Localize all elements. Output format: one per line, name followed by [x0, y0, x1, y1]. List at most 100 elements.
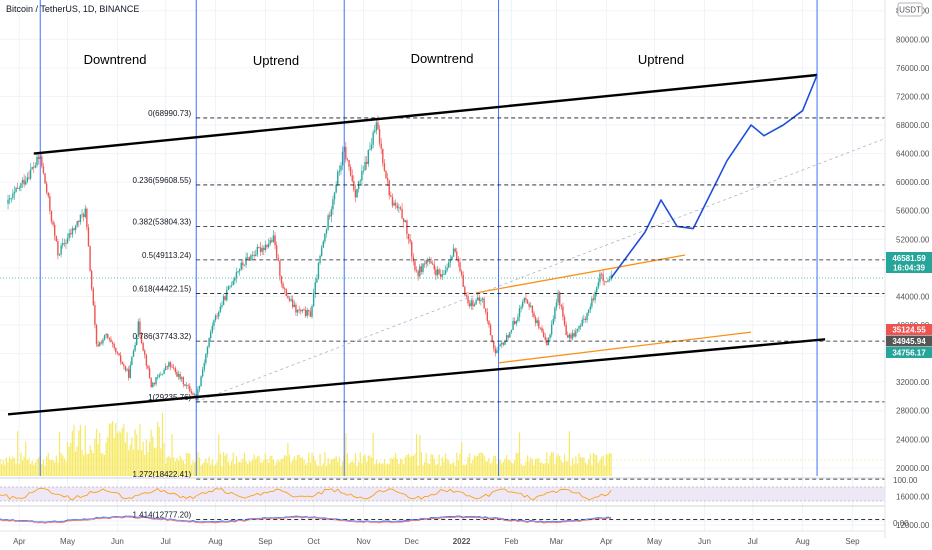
candle-body — [251, 255, 254, 256]
candle-body — [375, 122, 378, 131]
volume-bar — [218, 434, 220, 476]
volume-bar — [559, 455, 561, 476]
candle-body — [145, 354, 148, 366]
volume-bar — [518, 432, 521, 476]
candle-body — [105, 334, 107, 336]
volume-bar — [599, 460, 601, 476]
candle-body — [229, 285, 231, 287]
volume-bar — [261, 462, 263, 476]
volume-bar — [420, 452, 422, 476]
volume-bar — [174, 461, 176, 476]
volume-bar — [160, 448, 162, 476]
candle-body — [164, 366, 167, 371]
candle-body — [550, 324, 553, 335]
candle-body — [277, 257, 279, 261]
candle-body — [102, 339, 104, 344]
volume-bar — [522, 465, 524, 476]
volume-bar — [496, 464, 498, 476]
time-label: May — [647, 537, 662, 546]
volume-bar — [280, 459, 283, 476]
candle-body — [419, 266, 421, 277]
candle-body — [197, 389, 199, 400]
volume-bar — [448, 461, 450, 476]
volume-bar — [489, 463, 492, 476]
candle-body — [549, 334, 551, 339]
candle-body — [107, 334, 109, 338]
candle-body — [219, 306, 222, 312]
candle-body — [317, 262, 320, 280]
volume-bar — [292, 460, 294, 476]
candle-body — [382, 148, 384, 164]
candle-body — [156, 376, 159, 378]
volume-bar — [467, 457, 469, 476]
candle-body — [190, 391, 193, 394]
candle-body — [238, 269, 241, 272]
time-label: Nov — [356, 537, 370, 546]
candle-body — [203, 362, 205, 370]
volume-bar — [232, 452, 234, 476]
volume-bar — [194, 462, 196, 476]
candle-body — [200, 376, 202, 387]
candle-body — [242, 262, 244, 266]
candle-body — [193, 394, 196, 396]
candle-body — [391, 196, 394, 206]
volume-bar — [87, 453, 90, 476]
candle-body — [58, 254, 61, 256]
candle-body — [68, 233, 70, 238]
volume-bar — [20, 452, 22, 476]
volume-bar — [544, 463, 546, 476]
candle-body — [243, 264, 246, 266]
candle-body — [320, 247, 323, 256]
candle-body — [218, 311, 220, 317]
candle-body — [66, 237, 69, 244]
candle-body — [116, 352, 119, 354]
candle-body — [31, 167, 33, 170]
candle-body — [542, 331, 545, 337]
fib-level-label: 0.618(44422.15) — [133, 284, 192, 293]
current-price: 46581.59 — [892, 254, 926, 263]
candle-body — [150, 378, 152, 387]
candle-body — [49, 196, 51, 211]
currency-badge[interactable]: USDT — [899, 6, 921, 15]
volume-bar — [36, 459, 38, 476]
candle-body — [448, 262, 450, 268]
candle-body — [544, 336, 546, 340]
candle-body — [73, 228, 75, 230]
candle-body — [222, 296, 225, 306]
time-axis[interactable]: Apr May Jun Jul Aug Sep Oct Nov Dec 2022 Feb Mar Apr… — [13, 537, 860, 546]
candle-body — [36, 156, 38, 166]
volume-bar — [322, 463, 324, 476]
volume-bar — [528, 461, 530, 476]
volume-bar — [538, 458, 540, 476]
volume-bar — [208, 456, 210, 476]
candle-body — [129, 364, 131, 378]
candle-body — [449, 259, 452, 263]
candle-body — [79, 214, 82, 223]
volume-bar — [470, 463, 472, 476]
candle-body — [41, 156, 43, 167]
volume-bar — [329, 464, 331, 476]
candle-body — [332, 199, 334, 210]
volume-bar — [63, 458, 65, 476]
candle-body — [166, 366, 168, 368]
volume-bar — [94, 438, 96, 476]
volume-bar — [60, 453, 62, 476]
candle-body — [383, 163, 386, 171]
price-label: 52000.00 — [896, 235, 930, 244]
candle-body — [124, 365, 127, 371]
candle-body — [518, 308, 521, 318]
candle-body — [280, 276, 283, 284]
volume-bar — [509, 460, 511, 476]
candle-body — [374, 130, 376, 133]
annotation-uptrend-1: Uptrend — [253, 53, 299, 68]
volume-bar — [477, 455, 479, 476]
volume-bar — [412, 455, 414, 476]
candle-body — [494, 348, 497, 354]
time-label: Feb — [505, 537, 519, 546]
volume-bar — [341, 461, 344, 476]
volume-bar — [436, 463, 439, 476]
candle-body — [153, 382, 156, 385]
price-label: 32000.00 — [896, 378, 930, 387]
volume-bar — [356, 465, 358, 476]
